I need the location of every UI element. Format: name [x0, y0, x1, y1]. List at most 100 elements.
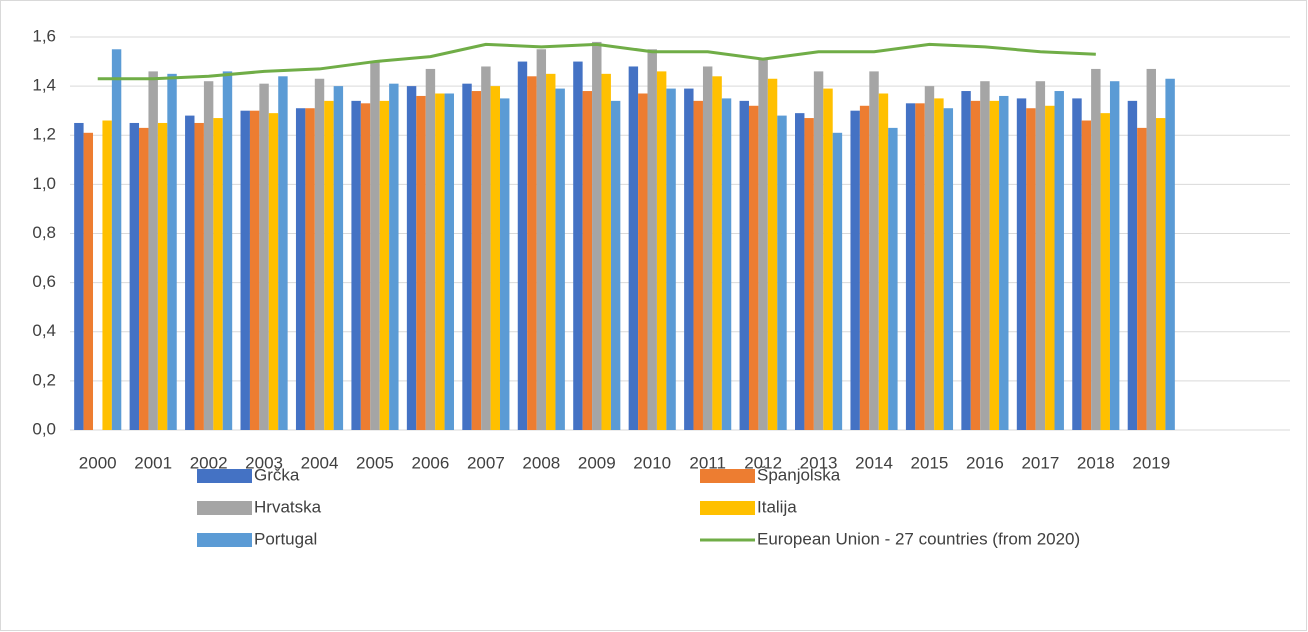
bar [425, 68, 436, 431]
x-tick-label: 2000 [79, 453, 117, 472]
bar [111, 49, 122, 430]
x-tick-label: 2002 [190, 453, 228, 472]
y-tick-label: 1,0 [32, 174, 56, 193]
bar [471, 91, 482, 430]
x-tick-label: 2007 [467, 453, 505, 472]
x-tick-label: 2004 [301, 453, 339, 472]
legend-swatch [700, 469, 755, 483]
bar [1100, 113, 1110, 431]
bar [194, 122, 204, 430]
bar [823, 88, 833, 431]
bar [1165, 78, 1175, 430]
legend-swatch [197, 469, 252, 483]
bar [370, 61, 380, 430]
bar [249, 110, 260, 430]
bar [500, 98, 510, 430]
y-tick-label: 0,8 [32, 223, 56, 242]
bar [1137, 127, 1147, 430]
bar [305, 108, 315, 430]
bar [592, 41, 602, 430]
y-tick-label: 1,2 [32, 125, 56, 144]
bar [1035, 81, 1046, 431]
bar [832, 132, 843, 430]
bar [1016, 98, 1027, 430]
legend-swatch [197, 501, 252, 515]
x-tick-label: 2006 [412, 453, 450, 472]
bar [406, 86, 417, 430]
bar [1054, 91, 1064, 430]
bar [278, 76, 288, 431]
bar [1072, 98, 1082, 430]
x-tick-label: 2014 [855, 453, 893, 472]
legend-label: Portugal [254, 529, 317, 548]
bar [444, 93, 454, 431]
x-tick-label: 2013 [800, 453, 838, 472]
legend-label: Grčka [254, 465, 300, 484]
bar [795, 113, 805, 431]
bar [527, 76, 537, 431]
bar [601, 73, 611, 430]
bar [915, 103, 925, 430]
legend-label: European Union - 27 countries (from 2020… [757, 529, 1080, 548]
bar [647, 49, 657, 430]
line [97, 42, 1096, 81]
bar [878, 93, 889, 431]
bar [74, 122, 84, 430]
bar [1127, 100, 1138, 431]
bar [435, 93, 445, 431]
bar [185, 115, 195, 430]
bar [989, 100, 1000, 431]
x-tick-label: 2003 [245, 453, 283, 472]
bar [970, 100, 981, 431]
bar [777, 115, 787, 430]
bar [684, 88, 694, 431]
y-tick-label: 0,4 [32, 321, 56, 340]
bar [213, 118, 223, 431]
bar [1026, 108, 1036, 430]
bar [259, 83, 269, 430]
x-tick-label: 2016 [966, 453, 1004, 472]
bar [222, 71, 233, 430]
bar [924, 86, 935, 430]
y-tick-label: 1,4 [32, 76, 56, 95]
legend-label: Španjolska [757, 465, 841, 484]
bar [148, 71, 158, 430]
y-tick-label: 1,6 [32, 26, 56, 45]
legend-label: Hrvatska [254, 497, 322, 516]
bar [850, 110, 860, 430]
bar [389, 83, 399, 430]
bar [1045, 105, 1055, 431]
bar [314, 78, 325, 430]
bar [999, 95, 1009, 430]
bar [748, 105, 759, 431]
bar [758, 59, 768, 430]
bar [573, 61, 583, 430]
bar [1081, 120, 1092, 430]
bar [324, 100, 334, 431]
bar [481, 66, 491, 430]
x-tick-label: 2012 [744, 453, 782, 472]
bar [139, 127, 149, 430]
bar [555, 88, 565, 431]
bar [628, 66, 639, 430]
bar [693, 100, 703, 431]
x-tick-label: 2011 [689, 453, 726, 472]
bar [546, 73, 556, 430]
bar [1091, 68, 1101, 431]
x-tick-label: 2001 [134, 453, 172, 472]
bar [203, 81, 214, 431]
x-tick-label: 2015 [911, 453, 949, 472]
x-tick-label: 2017 [1021, 453, 1059, 472]
bar [980, 81, 990, 431]
bar [712, 76, 722, 431]
bar [961, 91, 971, 430]
bar [666, 88, 676, 431]
bar [610, 100, 621, 431]
bar [157, 122, 168, 430]
x-tick-label: 2019 [1132, 453, 1170, 472]
bar [1146, 68, 1156, 431]
bar [804, 118, 814, 431]
y-tick-label: 0,2 [32, 370, 56, 389]
bar [379, 100, 390, 431]
